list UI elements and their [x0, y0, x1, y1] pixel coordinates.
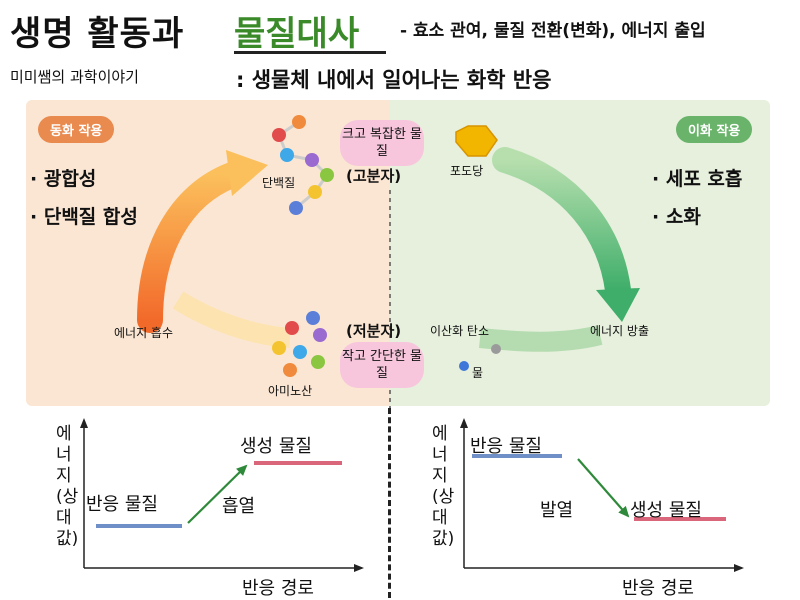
exothermic-label: 발열 [540, 500, 574, 521]
y-axis-label: 에너지(상대값) [56, 424, 79, 549]
title-highlight: 물질대사 [234, 14, 360, 54]
protein-label: 단백질 [262, 176, 296, 190]
anabolism-arrow [137, 162, 245, 333]
anabolism-pill: 동화 작용 [38, 116, 115, 143]
title-subtitle: - 효소 관여, 물질 전환(변화), 에너지 출입 [400, 21, 706, 41]
reactant-label: 반응 물질 [470, 436, 542, 457]
y-axis-label: 에너지(상대값) [432, 424, 455, 549]
glucose-label: 포도당 [450, 164, 484, 178]
anabolism-panel [26, 100, 390, 406]
water-label: 물 [472, 366, 484, 380]
co2-label: 이산화 탄소 [430, 324, 490, 338]
energy-in-label: 에너지 흡수 [114, 326, 174, 340]
energy-out-label: 에너지 방출 [590, 324, 650, 338]
catabolism-pill: 이화 작용 [676, 116, 753, 143]
transition-arrow [187, 465, 247, 524]
amino-acid-label: 아미노산 [268, 384, 313, 398]
endothermic-graph [80, 418, 364, 572]
endothermic-label: 흡열 [222, 496, 256, 517]
co2-dot [491, 344, 501, 354]
large-molecule-tag: (고분자) [346, 167, 402, 185]
catabolism-panel [390, 100, 770, 406]
anabolism-example: · 단백질 합성 [30, 206, 138, 228]
product-label: 생성 물질 [630, 500, 702, 521]
definition-text: : 생물체 내에서 일어나는 화학 반응 [236, 68, 552, 92]
reactant-label: 반응 물질 [86, 494, 158, 515]
product-label: 생성 물질 [240, 436, 312, 457]
anabolism-example: · 광합성 [30, 168, 97, 190]
small-molecule-tag: (저분자) [346, 322, 402, 340]
catabolism-arrow [492, 147, 631, 303]
x-axis-label: 반응 경로 [242, 578, 314, 599]
section-divider [388, 408, 391, 598]
title-underline [234, 51, 386, 54]
amino-acid-cluster [272, 311, 327, 377]
catabolism-arrow-tail [479, 325, 603, 352]
catabolism-arrow-head [596, 288, 640, 322]
anabolism-arrow-head [226, 150, 268, 196]
catabolism-example: · 세포 호흡 [652, 168, 743, 190]
page-title: 생명 활동과 [10, 14, 185, 54]
transition-arrow [577, 458, 629, 517]
x-axis-label: 반응 경로 [622, 578, 694, 599]
catabolism-example: · 소화 [652, 206, 701, 228]
small-molecule-box: 작고 간단한 물질 [340, 342, 424, 388]
water-dot [459, 361, 469, 371]
large-molecule-box: 크고 복잡한 물질 [340, 120, 424, 166]
credit-text: 미미쌤의 과학이야기 [10, 68, 139, 86]
glucose-hexagon [455, 125, 498, 157]
anabolism-arrow-tail [172, 291, 291, 348]
protein-chain [272, 115, 334, 215]
exothermic-graph [460, 418, 744, 572]
